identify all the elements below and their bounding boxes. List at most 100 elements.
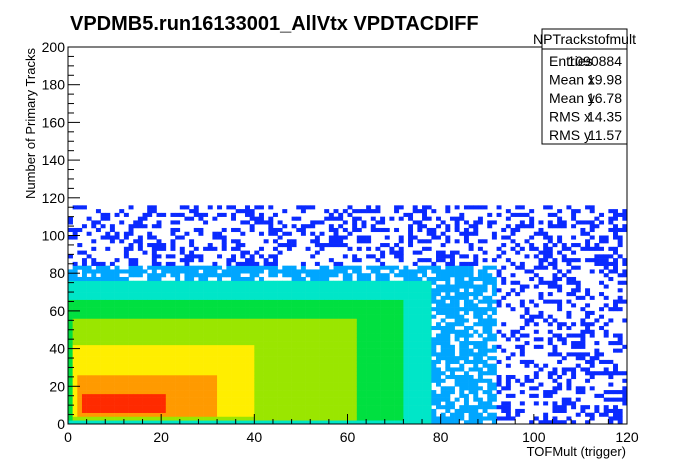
heatmap-cell (156, 348, 162, 353)
heatmap-cell (105, 269, 111, 274)
heatmap-cell (375, 227, 381, 233)
heatmap-cell (100, 382, 106, 387)
heatmap-cell (249, 371, 255, 376)
heatmap-cell (81, 307, 87, 312)
heatmap-cell (310, 318, 316, 323)
heatmap-cell (175, 265, 181, 270)
heatmap-cell (119, 307, 125, 312)
heatmap-cell (375, 295, 381, 300)
heatmap-cell (589, 386, 595, 391)
heatmap-cell (254, 337, 260, 342)
heatmap-cell (100, 314, 106, 319)
heatmap-cell (296, 393, 302, 398)
heatmap-cell (212, 386, 218, 391)
heatmap-cell (431, 314, 437, 319)
heatmap-cell (286, 329, 292, 334)
heatmap-cell (589, 371, 595, 376)
heatmap-cell (394, 378, 400, 383)
heatmap-cell (86, 269, 92, 274)
heatmap-cell (258, 359, 264, 364)
heatmap-cell (426, 390, 432, 395)
heatmap-cell (342, 401, 348, 406)
heatmap-cell (333, 231, 339, 236)
heatmap-cell (105, 295, 111, 300)
heatmap-cell (454, 420, 460, 425)
heatmap-cell (226, 405, 232, 410)
heatmap-cell (380, 397, 386, 402)
heatmap-cell (342, 356, 348, 361)
heatmap-cell (291, 337, 297, 342)
heatmap-cell (352, 265, 358, 270)
heatmap-cell (440, 405, 446, 410)
heatmap-cell (91, 325, 97, 331)
heatmap-cell (529, 393, 535, 398)
heatmap-cell (68, 295, 73, 300)
heatmap-cell (263, 408, 269, 413)
heatmap-cell (347, 356, 353, 361)
heatmap-cell (68, 416, 73, 421)
stats-row-label: Mean x (549, 72, 595, 88)
heatmap-cell (389, 288, 395, 293)
heatmap-cell (487, 371, 493, 376)
heatmap-cell (403, 284, 409, 289)
heatmap-cell (328, 310, 334, 315)
heatmap-cell (142, 397, 148, 402)
heatmap-cell (263, 344, 269, 349)
heatmap-cell (342, 303, 348, 308)
heatmap-cell (533, 322, 539, 327)
heatmap-cell (403, 292, 409, 297)
heatmap-cell (347, 382, 353, 387)
heatmap-cell (342, 284, 348, 289)
heatmap-cell (380, 405, 386, 410)
heatmap-cell (161, 310, 167, 315)
heatmap-cell (585, 239, 591, 244)
heatmap-cell (207, 386, 213, 391)
heatmap-cell (398, 246, 404, 251)
heatmap-cell (422, 288, 427, 293)
heatmap-cell (72, 322, 78, 327)
heatmap-cell (161, 390, 167, 395)
heatmap-cell (272, 299, 278, 304)
heatmap-cell (408, 295, 414, 300)
heatmap-cell (147, 325, 153, 331)
heatmap-cell (338, 243, 344, 248)
heatmap-cell (449, 284, 455, 289)
heatmap-cell (366, 401, 372, 406)
heatmap-cell (263, 341, 269, 346)
heatmap-cell (235, 371, 241, 376)
heatmap-cell (599, 239, 605, 244)
heatmap-cell (487, 412, 493, 417)
heatmap-cell (403, 367, 409, 372)
heatmap-cell (468, 386, 474, 391)
heatmap-cell (599, 246, 605, 251)
heatmap-cell (468, 261, 474, 266)
heatmap-cell (538, 276, 544, 282)
heatmap-cell (217, 386, 223, 391)
heatmap-cell (240, 299, 246, 304)
heatmap-cell (319, 337, 325, 342)
heatmap-cell (165, 284, 171, 289)
heatmap-cell (608, 227, 614, 233)
heatmap-cell (473, 352, 479, 357)
heatmap-cell (319, 280, 325, 285)
heatmap-cell (212, 295, 218, 300)
heatmap-cell (394, 359, 400, 364)
heatmap-cell (449, 299, 455, 304)
heatmap-cell (193, 307, 199, 312)
heatmap-cell (249, 258, 255, 263)
heatmap-cell (142, 337, 148, 342)
heatmap-cell (245, 265, 250, 270)
heatmap-cell (123, 276, 129, 282)
heatmap-cell (543, 246, 549, 251)
heatmap-cell (198, 276, 204, 282)
heatmap-cell (95, 416, 101, 421)
heatmap-cell (487, 265, 493, 270)
heatmap-cell (175, 273, 181, 278)
heatmap-cell (557, 276, 563, 282)
heatmap-cell (370, 280, 376, 285)
heatmap-cell (217, 371, 223, 376)
heatmap-cell (426, 303, 432, 308)
heatmap-cell (175, 276, 181, 282)
heatmap-cell (566, 292, 572, 297)
heatmap-cell (408, 359, 414, 364)
